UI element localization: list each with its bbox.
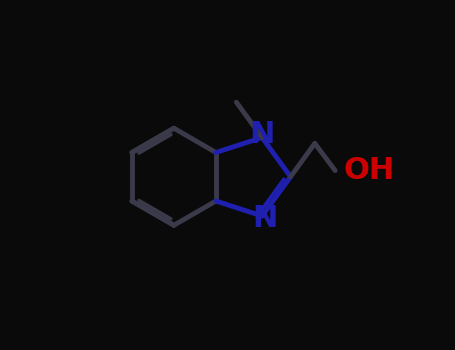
Text: N: N — [252, 204, 278, 233]
Text: OH: OH — [343, 156, 394, 185]
Text: N: N — [249, 120, 275, 149]
